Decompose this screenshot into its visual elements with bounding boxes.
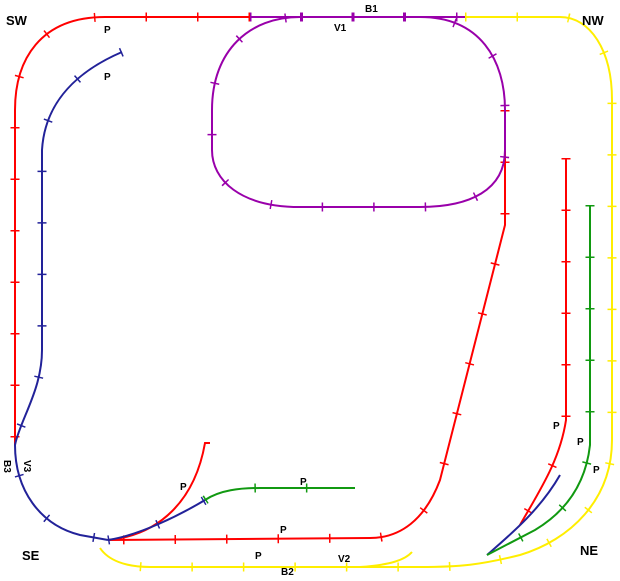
green-track (202, 205, 595, 559)
yellow-track (96, 12, 617, 572)
point-label: P (593, 465, 600, 476)
track-label: V1 (334, 23, 347, 34)
point-label: P (553, 421, 560, 432)
blue-track (10, 47, 561, 556)
point-label: P (104, 25, 111, 36)
track-label: V2 (338, 554, 351, 565)
purple-track (207, 12, 510, 212)
track-label: B2 (281, 567, 294, 578)
track-label: B3 (1, 460, 12, 473)
track-label: B1 (365, 4, 378, 15)
point-label: P (280, 525, 287, 536)
red-track (10, 12, 571, 545)
corner-label: SE (22, 548, 40, 563)
tracks (10, 12, 617, 572)
corner-label: NW (582, 13, 604, 28)
track-label: V3 (21, 460, 32, 473)
point-label: P (255, 551, 262, 562)
point-label: P (180, 482, 187, 493)
point-label: P (104, 72, 111, 83)
corner-label: SW (6, 13, 28, 28)
corner-label: NE (580, 543, 598, 558)
point-label: P (577, 437, 584, 448)
point-label: P (300, 477, 307, 488)
